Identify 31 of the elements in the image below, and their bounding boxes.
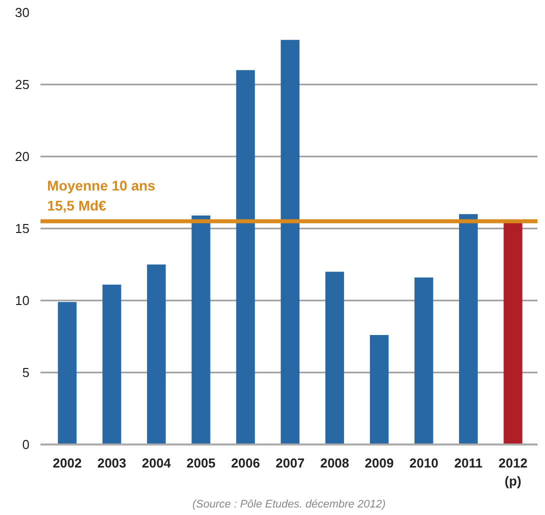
x-tick-label: 2010 — [409, 456, 438, 470]
x-tick-label: 2009 — [364, 456, 394, 470]
text: (Source : Pôle Etudes. décembre 2012) — [192, 498, 386, 510]
y-tick-label: 0 — [22, 437, 30, 452]
x-tick-label: 2008 — [320, 456, 350, 470]
x-tick-label: 2006 — [231, 456, 260, 470]
bar — [102, 284, 122, 444]
x-tick-label: 2005 — [186, 456, 216, 470]
y-tick-label: 10 — [15, 293, 30, 308]
bar — [414, 277, 434, 444]
bar — [280, 40, 300, 444]
x-tick-label: 2012 (p) — [498, 456, 528, 488]
x-tick-label: 2011 — [454, 456, 483, 470]
x-tick-label: 2002 — [52, 456, 82, 470]
y-tick-label: 5 — [22, 365, 30, 380]
bar — [459, 214, 478, 444]
ref-line-label: Moyenne 10 ans 15,5 Md€ — [47, 177, 156, 214]
x-tick-label: 2004 — [142, 456, 172, 470]
y-tick-label: 20 — [15, 149, 30, 164]
y-tick-label: 25 — [15, 77, 30, 92]
bar — [236, 70, 255, 444]
x-tick-label: 2007 — [276, 456, 305, 470]
bar — [504, 222, 522, 444]
y-tick-label: 15 — [15, 221, 30, 236]
x-tick-label: 2003 — [97, 456, 126, 470]
y-tick-label: 30 — [15, 5, 30, 20]
bar — [192, 216, 210, 444]
bar — [370, 335, 389, 444]
bar — [147, 264, 166, 444]
bar — [325, 272, 344, 444]
bar — [58, 302, 77, 444]
